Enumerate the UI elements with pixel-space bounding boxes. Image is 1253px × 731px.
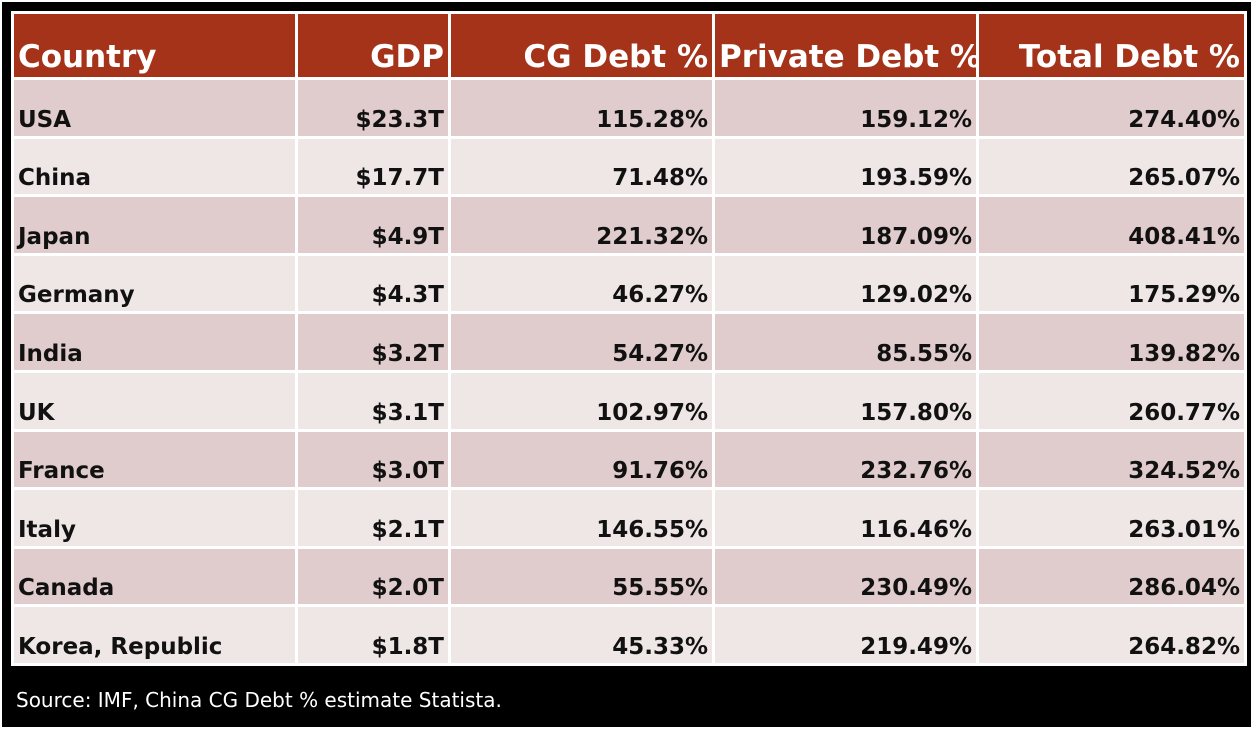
cell-country: France — [11, 428, 298, 491]
source-note: Source: IMF, China CG Debt % estimate St… — [16, 688, 502, 712]
cell-cg-debt: 221.32% — [448, 194, 715, 256]
header-total-debt: Total Debt % — [976, 11, 1247, 80]
table-body: USA $23.3T 115.28% 159.12% 274.40% China $17.7… — [11, 77, 1247, 666]
cell-private-debt: 230.49% — [712, 545, 979, 608]
cell-country: Canada — [11, 545, 298, 608]
cell-country: China — [11, 135, 298, 198]
cell-private-debt: 129.02% — [712, 252, 979, 315]
cell-gdp: $4.9T — [295, 194, 451, 256]
cell-private-debt: 219.49% — [712, 604, 979, 666]
cell-total-debt: 139.82% — [976, 311, 1247, 373]
cell-private-debt: 116.46% — [712, 487, 979, 549]
cell-gdp: $4.3T — [295, 252, 451, 315]
cell-total-debt: 263.01% — [976, 487, 1247, 549]
cell-gdp: $17.7T — [295, 135, 451, 198]
header-gdp: GDP — [295, 11, 451, 80]
cell-total-debt: 264.82% — [976, 604, 1247, 666]
cell-private-debt: 187.09% — [712, 194, 979, 256]
cell-cg-debt: 146.55% — [448, 487, 715, 549]
cell-cg-debt: 46.27% — [448, 252, 715, 315]
cell-cg-debt: 71.48% — [448, 135, 715, 198]
cell-gdp: $3.0T — [295, 428, 451, 491]
header-private-debt: Private Debt % — [712, 11, 979, 80]
cell-total-debt: 324.52% — [976, 428, 1247, 491]
cell-country: Italy — [11, 487, 298, 549]
cell-gdp: $1.8T — [295, 604, 451, 666]
cell-cg-debt: 102.97% — [448, 369, 715, 432]
header-row: Country GDP CG Debt % Private Debt % Tot… — [11, 11, 1247, 80]
cell-country: Korea, Republic — [11, 604, 298, 666]
cell-total-debt: 274.40% — [976, 77, 1247, 139]
cell-gdp: $3.2T — [295, 311, 451, 373]
cell-private-debt: 85.55% — [712, 311, 979, 373]
table-row: Italy $2.1T 146.55% 116.46% 263.01% — [11, 487, 1247, 549]
cell-private-debt: 159.12% — [712, 77, 979, 139]
cell-cg-debt: 55.55% — [448, 545, 715, 608]
header-cg-debt: CG Debt % — [448, 11, 715, 80]
cell-country: USA — [11, 77, 298, 139]
cell-private-debt: 157.80% — [712, 369, 979, 432]
cell-total-debt: 175.29% — [976, 252, 1247, 315]
cell-gdp: $2.0T — [295, 545, 451, 608]
cell-cg-debt: 91.76% — [448, 428, 715, 491]
cell-gdp: $3.1T — [295, 369, 451, 432]
cell-gdp: $2.1T — [295, 487, 451, 549]
table-container: Country GDP CG Debt % Private Debt % Tot… — [11, 11, 1247, 666]
cell-total-debt: 408.41% — [976, 194, 1247, 256]
cell-cg-debt: 115.28% — [448, 77, 715, 139]
cell-private-debt: 232.76% — [712, 428, 979, 491]
header-country: Country — [11, 11, 298, 80]
table-row: USA $23.3T 115.28% 159.12% 274.40% — [11, 77, 1247, 139]
cell-total-debt: 260.77% — [976, 369, 1247, 432]
cell-country: India — [11, 311, 298, 373]
cell-country: UK — [11, 369, 298, 432]
cell-total-debt: 265.07% — [976, 135, 1247, 198]
table-row: Canada $2.0T 55.55% 230.49% 286.04% — [11, 545, 1247, 608]
cell-total-debt: 286.04% — [976, 545, 1247, 608]
table-row: China $17.7T 71.48% 193.59% 265.07% — [11, 135, 1247, 198]
debt-table: Country GDP CG Debt % Private Debt % Tot… — [11, 11, 1247, 666]
cell-cg-debt: 45.33% — [448, 604, 715, 666]
table-row: Germany $4.3T 46.27% 129.02% 175.29% — [11, 252, 1247, 315]
table-row: UK $3.1T 102.97% 157.80% 260.77% — [11, 369, 1247, 432]
table-row: France $3.0T 91.76% 232.76% 324.52% — [11, 428, 1247, 491]
cell-gdp: $23.3T — [295, 77, 451, 139]
cell-country: Japan — [11, 194, 298, 256]
cell-cg-debt: 54.27% — [448, 311, 715, 373]
cell-country: Germany — [11, 252, 298, 315]
table-row: India $3.2T 54.27% 85.55% 139.82% — [11, 311, 1247, 373]
cell-private-debt: 193.59% — [712, 135, 979, 198]
table-row: Japan $4.9T 221.32% 187.09% 408.41% — [11, 194, 1247, 256]
table-row: Korea, Republic $1.8T 45.33% 219.49% 264.82% — [11, 604, 1247, 666]
